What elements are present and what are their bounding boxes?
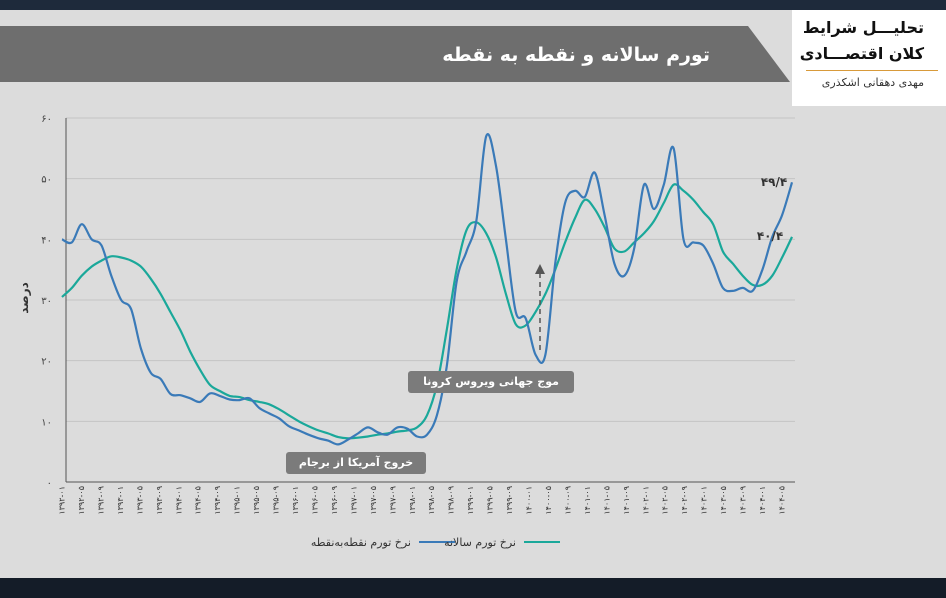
x-tick-label: ۱۴۰۲-۰۵ (661, 486, 670, 515)
x-tick-label: ۱۳۹۵-۰۱ (233, 486, 242, 515)
legend-item-point-to-point: نرخ تورم نقطه‌به‌نقطه (295, 532, 455, 552)
x-tick-label: ۱۳۹۳-۰۵ (135, 486, 144, 515)
annotation-corona-wave: موج جهانی ویروس کرونا (408, 371, 574, 393)
x-tick-label: ۱۳۹۳-۰۱ (116, 486, 125, 515)
y-tick-label: ۲۰ (41, 357, 52, 368)
annotation-jcpoa-exit: خروج آمریکا از برجام (286, 452, 426, 474)
x-tick-label: ۱۳۹۴-۰۹ (213, 486, 222, 515)
y-tick-label: ۵۰ (41, 175, 52, 186)
legend-swatch-annual (524, 541, 560, 543)
x-tick-label: ۱۴۰۴-۰۱ (758, 486, 767, 515)
bottom-strip (0, 578, 946, 598)
x-tick-label: ۱۳۹۷-۰۱ (349, 486, 358, 515)
y-tick-label: ۳۰ (41, 296, 52, 307)
x-tick-label: ۱۳۹۴-۰۱ (174, 486, 183, 515)
series-annual-line (61, 183, 793, 440)
x-tick-label: ۱۴۰۳-۰۹ (739, 486, 748, 515)
y-tick-label: ۶۰ (41, 114, 52, 125)
legend-label-point-to-point: نرخ تورم نقطه‌به‌نقطه (310, 535, 411, 549)
x-tick-label: ۱۴۰۳-۰۵ (719, 486, 728, 515)
x-tick-label: ۱۳۹۴-۰۵ (194, 486, 203, 515)
x-tick-label: ۱۴۰۱-۰۱ (583, 486, 592, 515)
x-tick-label: ۱۳۹۲-۰۹ (96, 486, 105, 515)
x-tick-label: ۱۳۹۸-۰۹ (447, 486, 456, 515)
y-axis-title: درصد (17, 282, 31, 314)
y-ticks: ۰ ۱۰ ۲۰ ۳۰ ۴۰ ۵۰ ۶۰ (41, 114, 52, 489)
y-tick-label: ۴۰ (41, 235, 52, 246)
y-tick-label: ۰ (47, 478, 52, 489)
top-strip (0, 0, 946, 10)
logo-line-2: کلان اقتصـــادی (799, 44, 924, 63)
x-tick-label: ۱۳۹۲-۰۵ (77, 486, 86, 515)
x-tick-label: ۱۳۹۹-۰۹ (505, 486, 514, 515)
x-tick-label: ۱۳۹۹-۰۵ (486, 486, 495, 515)
x-tick-label: ۱۴۰۲-۰۱ (641, 486, 650, 515)
x-ticks: ۱۳۹۲-۰۱ ۱۳۹۲-۰۵ ۱۳۹۲-۰۹ ۱۳۹۳-۰۱ ۱۳۹۳-۰۵ ۱۳۹۳-… (58, 486, 787, 515)
x-tick-label: ۱۳۹۹-۰۱ (466, 486, 475, 515)
y-tick-label: ۱۰ (41, 417, 52, 428)
logo-line-1: تحلیـــل شرایط (802, 18, 924, 37)
x-tick-label: ۱۳۹۷-۰۵ (369, 486, 378, 515)
gridlines (66, 117, 795, 422)
x-tick-label: ۱۴۰۱-۰۹ (622, 486, 631, 515)
x-tick-label: ۱۳۹۵-۰۹ (272, 486, 281, 515)
chart-title: تورم سالانه و نقطه به نقطه (442, 44, 710, 66)
x-tick-label: ۱۴۰۰-۰۹ (563, 486, 572, 515)
legend-swatch-point-to-point (419, 541, 455, 543)
end-label-annual: ۴۰/۴ (757, 229, 783, 243)
logo-author: مهدی دهقانی اشکذری (821, 76, 924, 89)
x-tick-label: ۱۳۹۲-۰۱ (58, 486, 67, 515)
x-tick-label: ۱۴۰۲-۰۹ (680, 486, 689, 515)
logo: تحلیـــل شرایط کلان اقتصـــادی مهدی دهقا… (792, 10, 946, 106)
x-tick-label: ۱۳۹۸-۰۱ (408, 486, 417, 515)
x-tick-label: ۱۳۹۷-۰۹ (388, 486, 397, 515)
legend-label-annual: نرخ تورم سالانه (444, 535, 516, 549)
x-tick-label: ۱۴۰۰-۰۵ (544, 486, 553, 515)
corona-arrow-head (535, 264, 545, 274)
x-tick-label: ۱۳۹۵-۰۵ (252, 486, 261, 515)
x-tick-label: ۱۴۰۰-۰۱ (525, 486, 534, 515)
x-tick-label: ۱۴۰۳-۰۱ (700, 486, 709, 515)
chart-panel (0, 10, 946, 578)
legend-item-annual: نرخ تورم سالانه (430, 532, 560, 552)
x-tick-label: ۱۳۹۳-۰۹ (155, 486, 164, 515)
series-point-to-point-line (61, 133, 794, 446)
x-tick-label: ۱۳۹۶-۰۵ (310, 486, 319, 515)
x-tick-label: ۱۳۹۶-۰۹ (330, 486, 339, 515)
title-bar (0, 26, 790, 82)
x-tick-label: ۱۴۰۱-۰۵ (602, 486, 611, 515)
x-tick-label: ۱۴۰۴-۰۵ (778, 486, 787, 515)
x-tick-label: ۱۳۹۶-۰۱ (291, 486, 300, 515)
x-tick-label: ۱۳۹۸-۰۵ (427, 486, 436, 515)
logo-divider (806, 70, 938, 71)
end-label-point-to-point: ۴۹/۴ (761, 175, 787, 189)
